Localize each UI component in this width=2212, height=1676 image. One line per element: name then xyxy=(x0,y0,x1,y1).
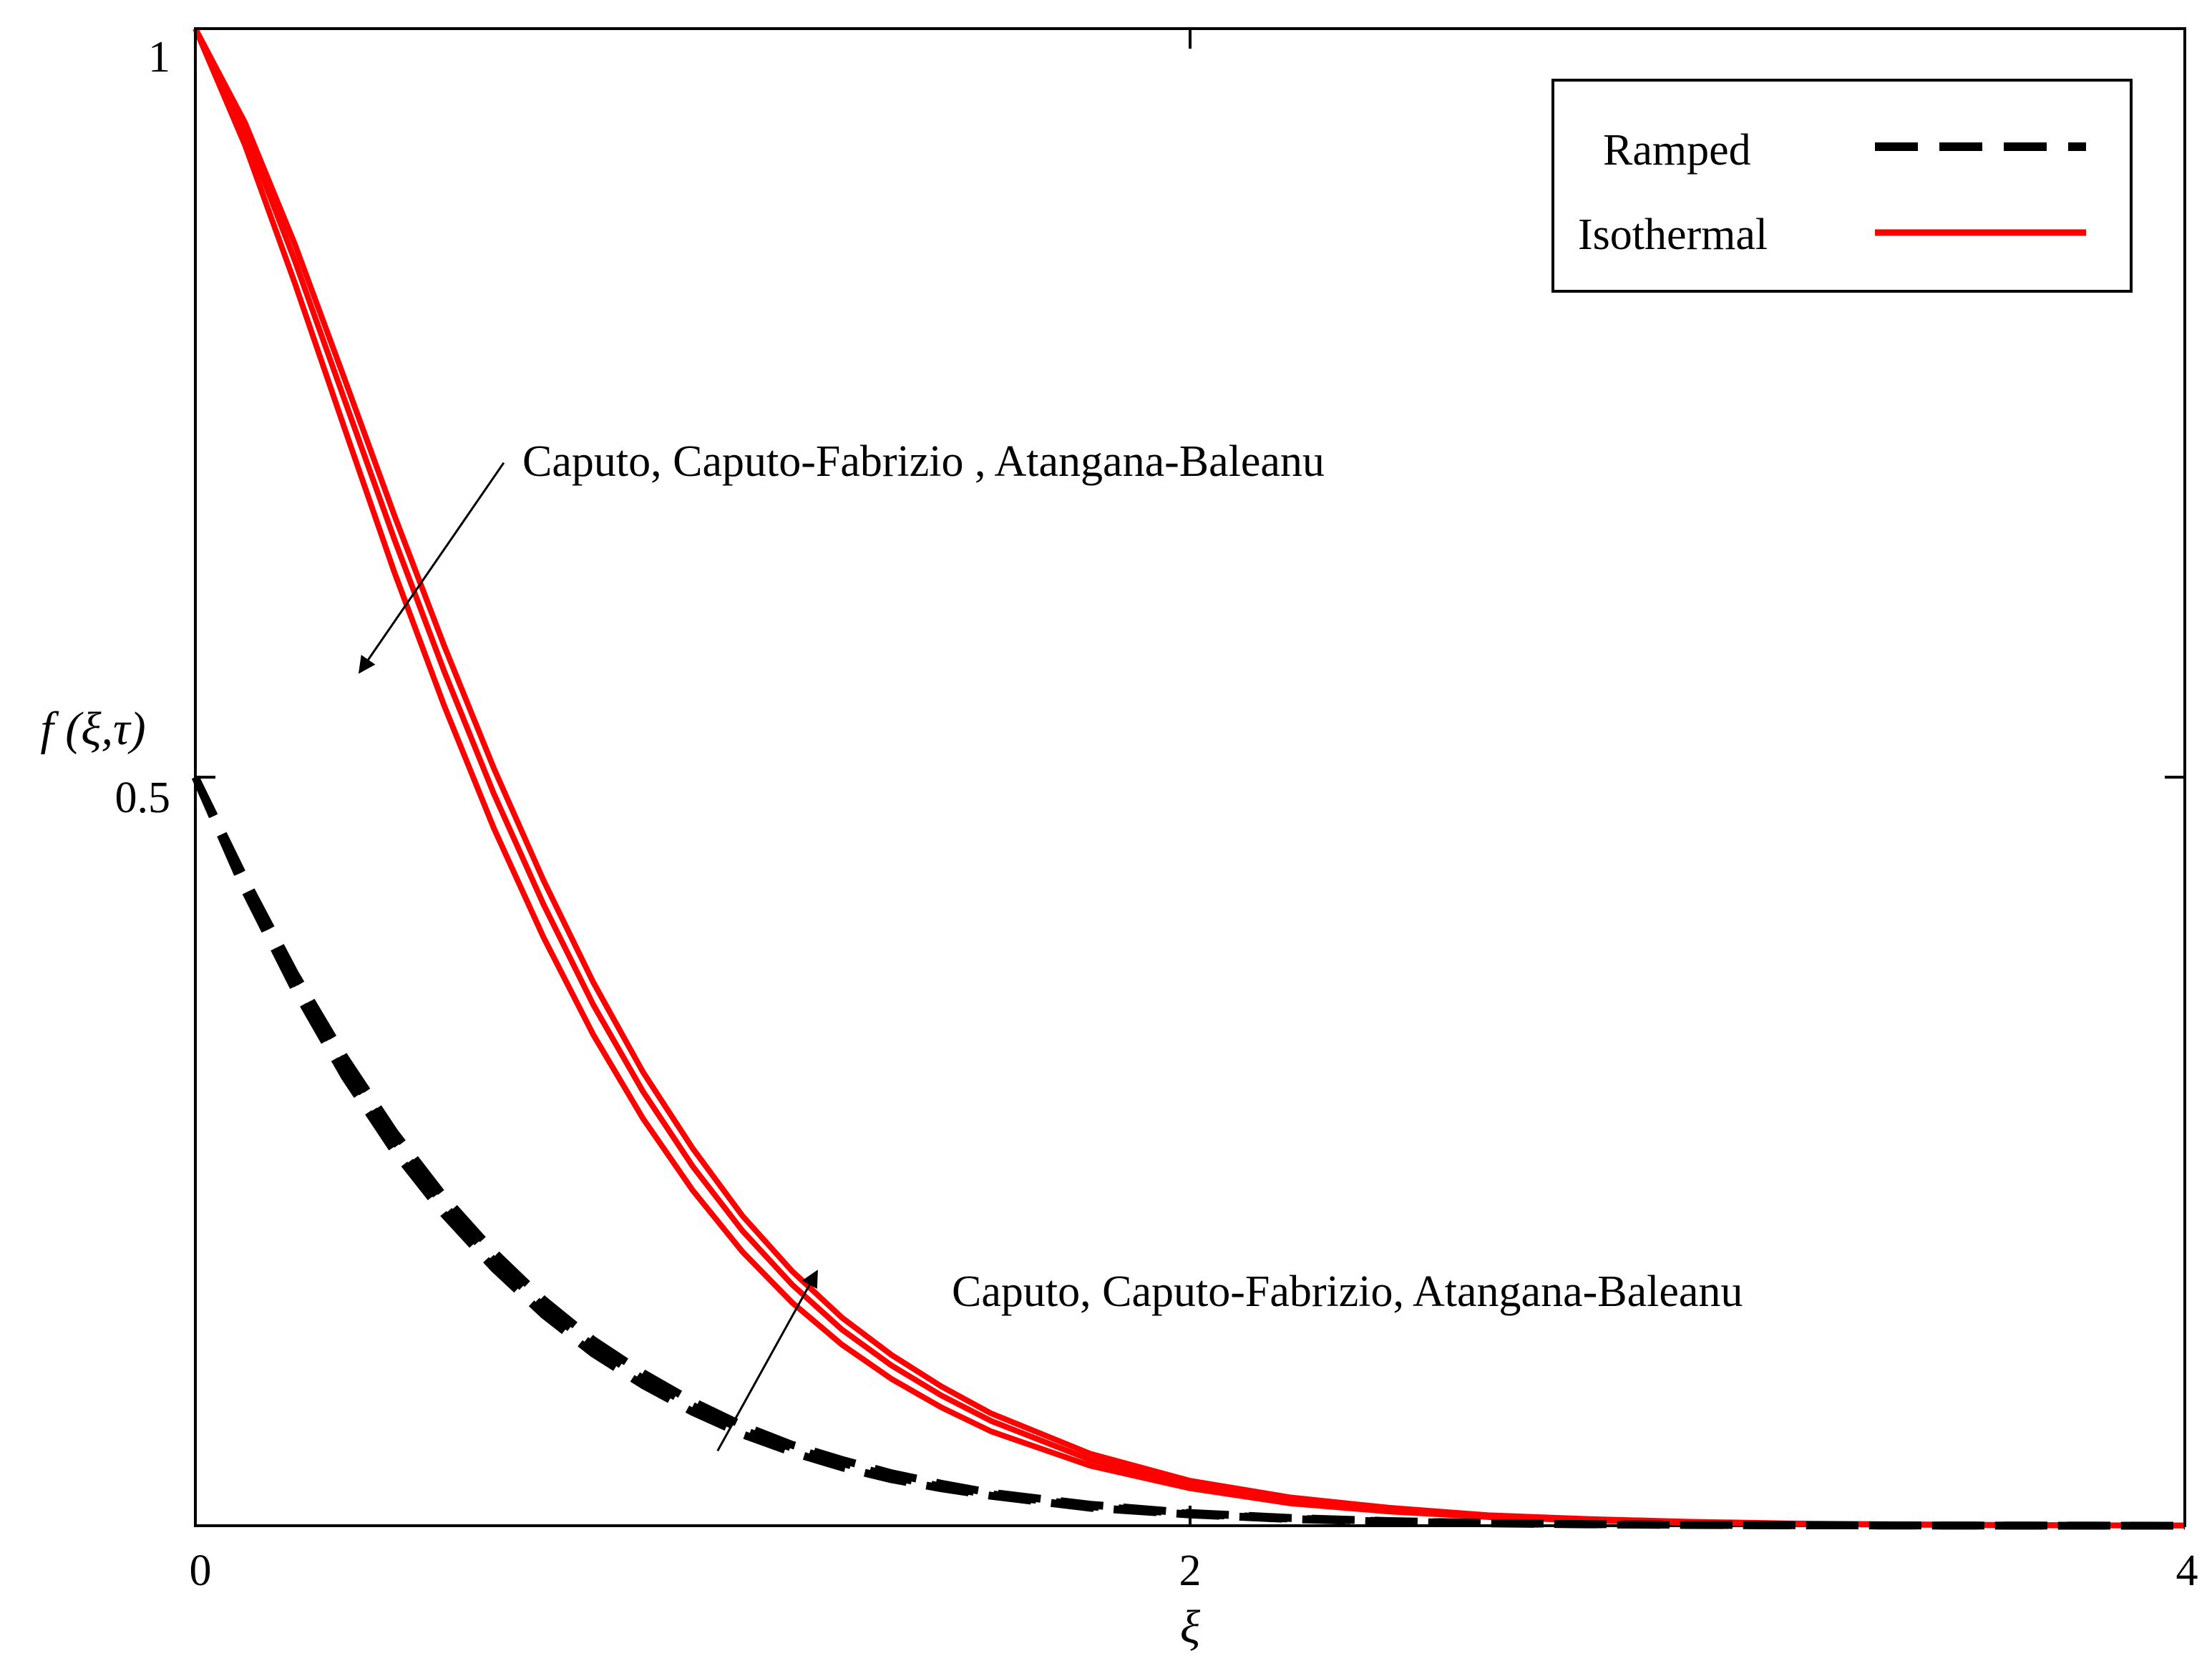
x-tick-label-2: 2 xyxy=(1179,1546,1202,1595)
series-layer xyxy=(191,27,2186,1530)
legend-label-isothermal: Isothermal xyxy=(1578,210,1768,259)
legend: Ramped Isothermal xyxy=(1551,79,2133,293)
x-tick-label-4: 4 xyxy=(2176,1546,2198,1595)
x-axis-label: ξ xyxy=(1180,1601,1201,1653)
x-tick-label-0: 0 xyxy=(190,1546,212,1595)
legend-label-ramped: Ramped xyxy=(1603,126,1751,175)
y-tick-label-1: 1 xyxy=(148,33,170,82)
annotation-lower-arrow xyxy=(716,1270,819,1452)
series-line-ramped-caputo xyxy=(192,775,2186,1530)
tick-layer xyxy=(194,27,2186,1526)
annotation-upper: Caputo, Caputo-Fabrizio , Atangana-Balea… xyxy=(522,437,1325,486)
series-line-ramped-atangana-baleanu xyxy=(191,775,2185,1530)
annotation-upper-arrow xyxy=(358,462,505,674)
y-tick-label-0-5: 0.5 xyxy=(115,774,171,822)
y-axis-label: f (ξ,τ) xyxy=(40,703,145,755)
series-line-ramped-caputo-fabrizio xyxy=(192,775,2185,1530)
annotation-lower: Caputo, Caputo-Fabrizio, Atangana-Balean… xyxy=(952,1267,1743,1316)
legend-box xyxy=(1551,79,2133,293)
